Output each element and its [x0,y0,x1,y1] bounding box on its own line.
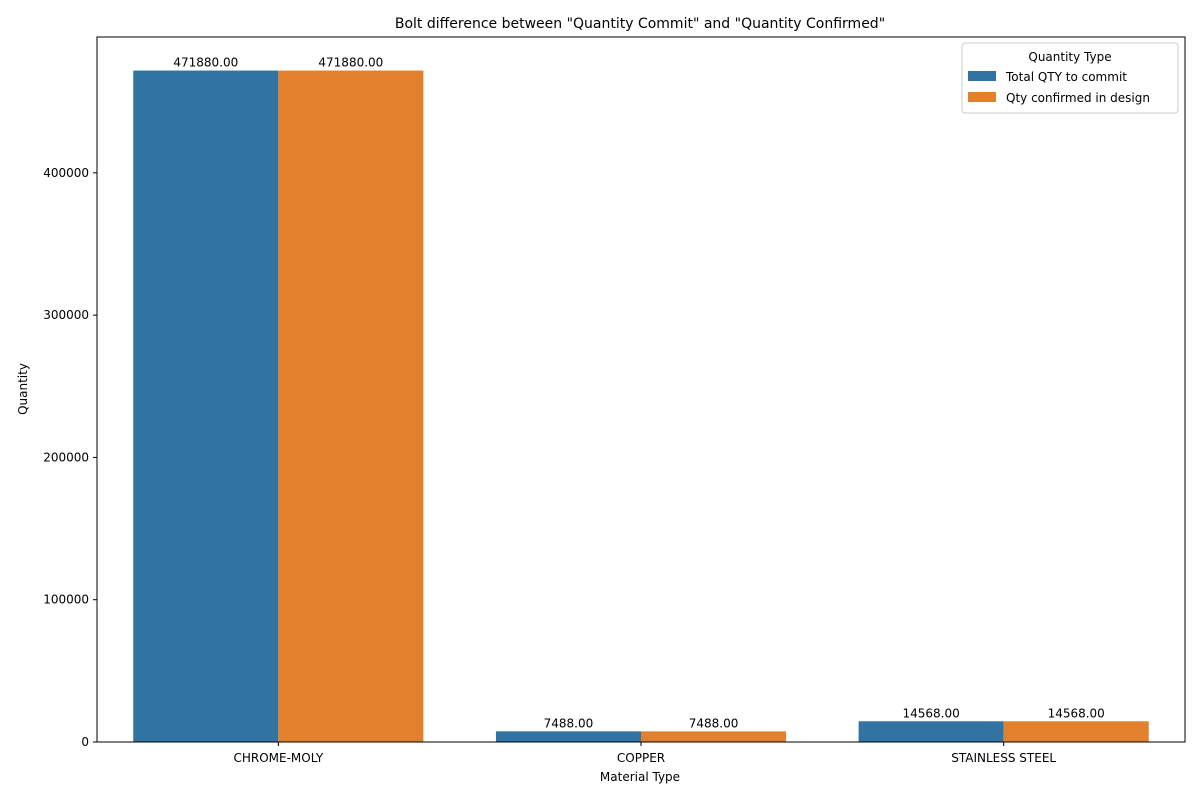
x-tick-label-stainless-steel: STAINLESS STEEL [951,751,1056,765]
legend-title: Quantity Type [1028,50,1111,64]
data-label-stainless-steel-qty-confirmed-in-design: 14568.00 [1048,706,1105,720]
legend-label-qty-confirmed-in-design: Qty confirmed in design [1006,91,1150,105]
plot-frame [96,36,1186,743]
bar-stainless-steel-qty-confirmed-in-design [1003,721,1149,742]
data-label-chrome-moly-qty-confirmed-in-design: 471880.00 [318,56,383,70]
ticks-group: CHROME-MOLY COPPER STAINLESS STEEL 0 100000 2… [43,166,1056,765]
data-label-copper-total-qty-to-commit: 7488.00 [544,716,594,730]
bar-copper-qty-confirmed-in-design [641,731,787,742]
legend-swatch-qty-confirmed-in-design [968,92,996,102]
x-tick-label-chrome-moly: CHROME-MOLY [233,751,323,765]
bar-copper-total-qty-to-commit [495,731,641,742]
data-labels-group: 471880.00 471880.00 7488.00 7488.00 14568.00… [173,56,1104,731]
y-tick-label-400000: 400000 [43,166,89,180]
bars-group [133,70,1149,743]
data-label-chrome-moly-total-qty-to-commit: 471880.00 [173,56,238,70]
y-tick-label-300000: 300000 [43,308,89,322]
y-tick-label-100000: 100000 [43,593,89,607]
bar-chrome-moly-qty-confirmed-in-design [278,70,424,743]
legend-box [961,42,1179,114]
data-label-copper-qty-confirmed-in-design: 7488.00 [689,716,739,730]
bar-chrome-moly-total-qty-to-commit [133,70,279,743]
x-axis-label: Material Type [600,770,680,784]
y-tick-label-200000: 200000 [43,450,89,464]
bar-stainless-steel-total-qty-to-commit [858,721,1004,742]
legend: Quantity Type Total QTY to commit Qty co… [961,42,1179,114]
legend-label-total-qty-to-commit: Total QTY to commit [1005,70,1127,84]
data-label-stainless-steel-total-qty-to-commit: 14568.00 [903,706,960,720]
y-axis-label: Quantity [16,363,30,415]
y-tick-label-0: 0 [81,735,89,749]
legend-swatch-total-qty-to-commit [968,71,996,81]
chart-title: Bolt difference between "Quantity Commit… [395,16,885,32]
x-tick-label-copper: COPPER [617,751,665,765]
